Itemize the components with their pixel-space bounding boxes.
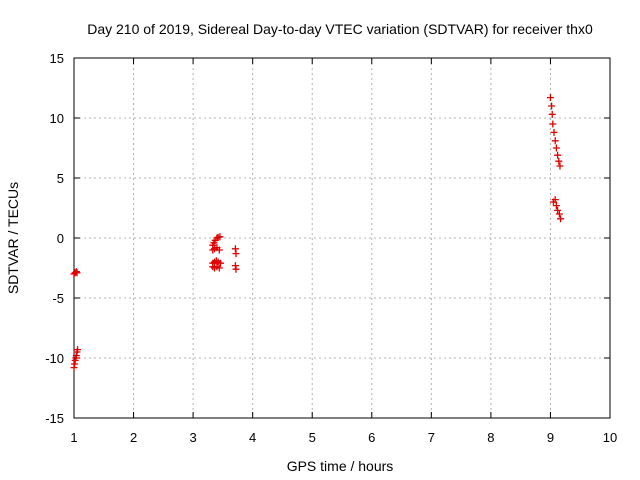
data-point xyxy=(216,233,224,241)
y-tick-label: -15 xyxy=(45,411,64,426)
data-point xyxy=(555,157,563,165)
x-tick-label: 9 xyxy=(547,430,554,445)
data-point xyxy=(548,110,556,118)
y-tick-label: 10 xyxy=(50,111,64,126)
x-tick-label: 2 xyxy=(130,430,137,445)
data-point xyxy=(217,259,225,267)
y-tick-label: 5 xyxy=(57,171,64,186)
data-point xyxy=(215,246,223,254)
data-point xyxy=(232,250,240,258)
y-tick-label: 15 xyxy=(50,51,64,66)
data-point xyxy=(554,206,562,214)
x-tick-label: 3 xyxy=(189,430,196,445)
data-point xyxy=(552,144,560,152)
x-tick-label: 5 xyxy=(309,430,316,445)
x-axis-label: GPS time / hours xyxy=(287,458,394,474)
data-point xyxy=(548,102,556,110)
data-points xyxy=(70,94,565,372)
data-point xyxy=(552,202,560,210)
x-tick-label: 10 xyxy=(603,430,617,445)
data-point xyxy=(551,196,559,204)
x-tick-label: 1 xyxy=(70,430,77,445)
data-point xyxy=(550,128,558,136)
y-tick-label: -5 xyxy=(52,291,64,306)
grid-lines xyxy=(74,58,610,418)
data-point xyxy=(546,94,554,102)
data-point xyxy=(555,210,563,218)
x-tick-label: 8 xyxy=(487,430,494,445)
data-point xyxy=(215,264,223,272)
y-tick-label: 0 xyxy=(57,231,64,246)
x-tick-label: 4 xyxy=(249,430,256,445)
chart-title: Day 210 of 2019, Sidereal Day-to-day VTE… xyxy=(87,21,593,37)
data-point xyxy=(551,137,559,145)
y-tick-label: -10 xyxy=(45,351,64,366)
axis-ticks: 1 2 3 4 5 6 7 8 9 10 -15 -10 -5 0 5 10 15 xyxy=(45,51,617,445)
y-axis-label: SDTVAR / TECUs xyxy=(5,182,21,294)
data-point xyxy=(554,151,562,159)
data-point xyxy=(549,120,557,128)
data-point xyxy=(557,215,565,223)
data-point xyxy=(74,346,82,354)
data-point xyxy=(232,265,240,273)
x-tick-label: 6 xyxy=(368,430,375,445)
data-point xyxy=(556,162,564,170)
x-tick-label: 7 xyxy=(428,430,435,445)
data-point xyxy=(73,269,81,277)
